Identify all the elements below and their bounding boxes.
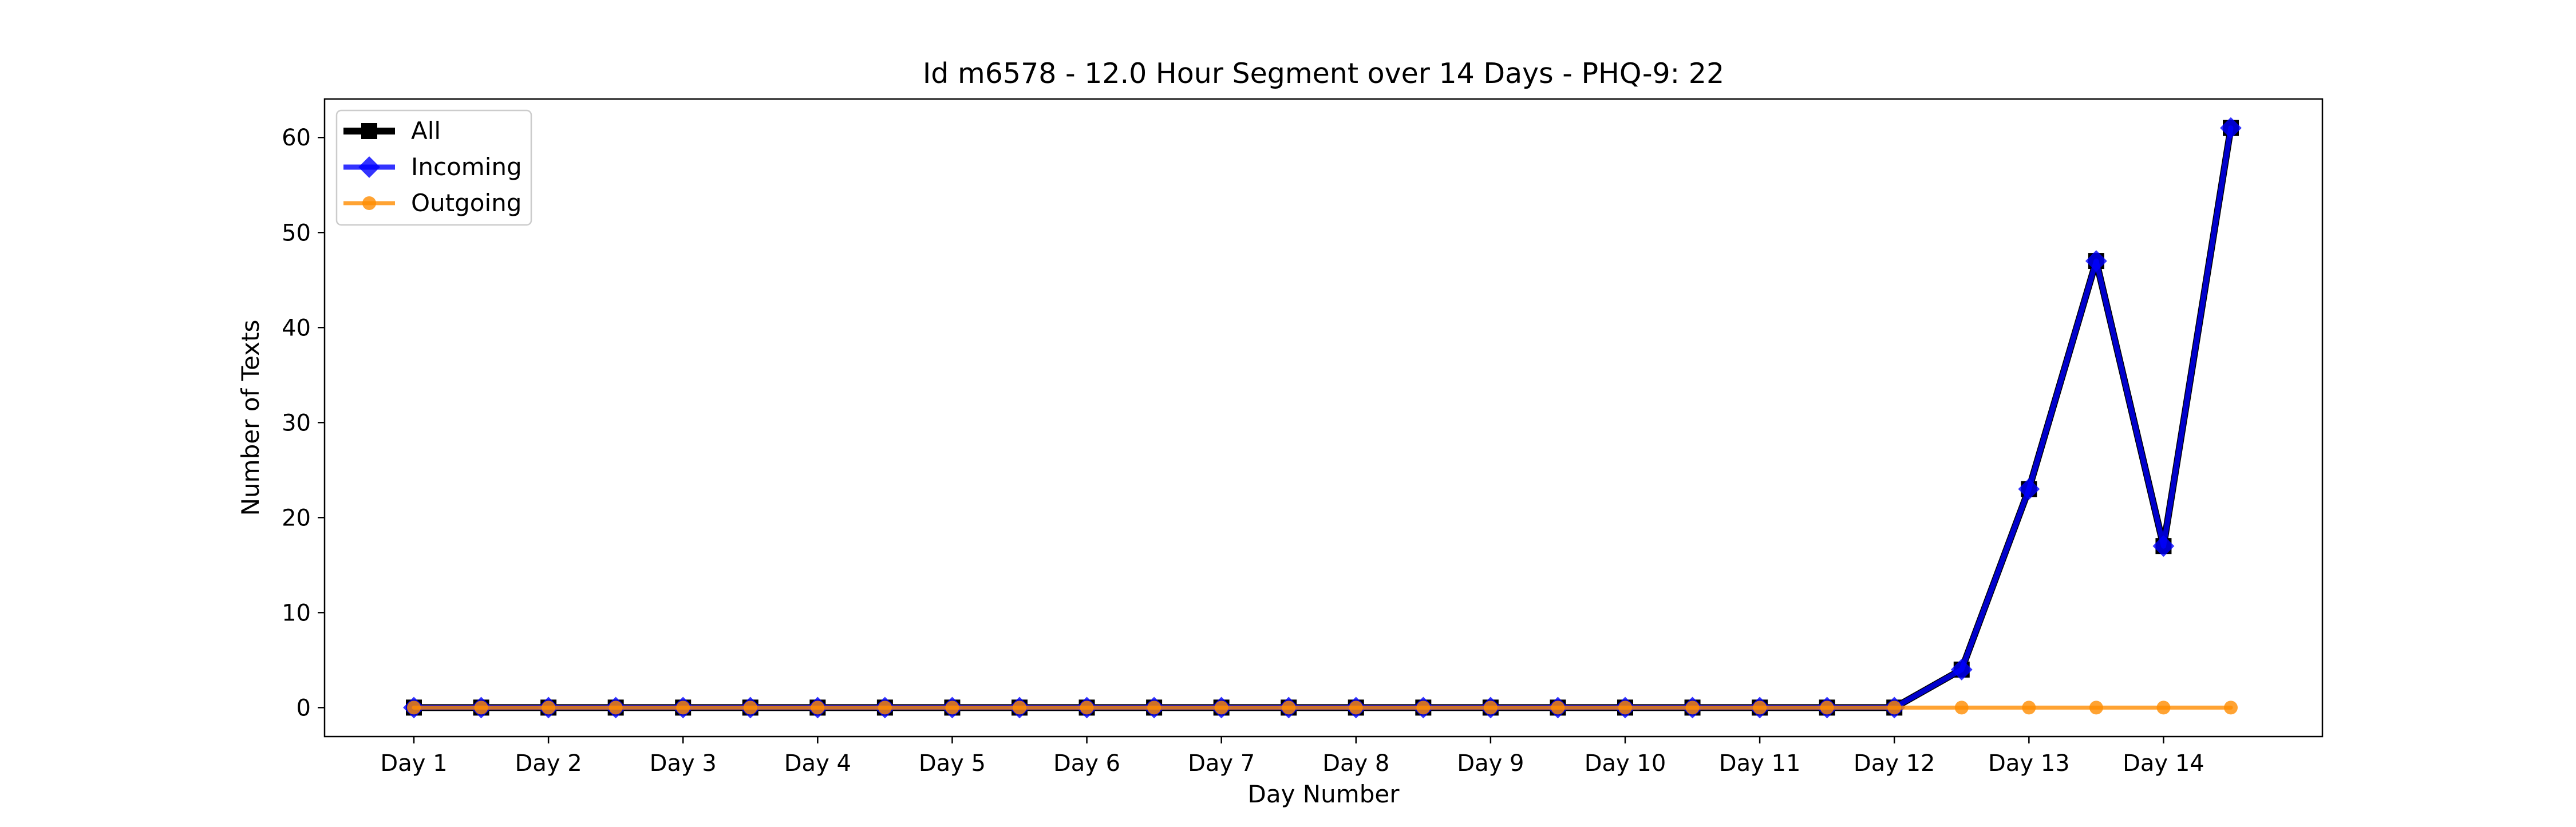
y-tick-label: 20: [282, 505, 311, 531]
data-point-outgoing: [542, 701, 556, 715]
x-tick-label: Day 10: [1585, 750, 1666, 777]
y-tick-label: 10: [282, 600, 311, 626]
data-point-outgoing: [1685, 701, 1700, 715]
data-point-outgoing: [945, 701, 959, 715]
x-tick-label: Day 4: [784, 750, 851, 777]
data-point-outgoing: [1416, 701, 1431, 715]
legend-marker-incoming: [358, 156, 380, 178]
legend: All Incoming Outgoing: [335, 109, 532, 226]
x-tick-label: Day 9: [1457, 750, 1524, 777]
y-tick-label: 0: [297, 695, 311, 721]
x-tick-label: Day 6: [1053, 750, 1120, 777]
series-layer: [403, 117, 2242, 719]
data-point-incoming: [2220, 117, 2242, 139]
x-tick-label: Day 3: [650, 750, 717, 777]
data-point-outgoing: [1820, 701, 1834, 715]
data-point-outgoing: [407, 701, 421, 715]
data-point-outgoing: [1551, 701, 1565, 715]
data-point-incoming: [2152, 535, 2175, 557]
data-point-outgoing: [474, 701, 488, 715]
y-tick-label: 40: [282, 315, 311, 341]
data-point-outgoing: [1954, 701, 1969, 715]
legend-label-incoming: Incoming: [411, 153, 522, 181]
data-point-outgoing: [1147, 701, 1161, 715]
data-point-outgoing: [2224, 701, 2238, 715]
data-point-outgoing: [2022, 701, 2036, 715]
data-point-outgoing: [1887, 701, 1902, 715]
y-tick-label: 50: [282, 220, 311, 246]
data-point-outgoing: [2156, 701, 2171, 715]
data-point-outgoing: [1080, 701, 1094, 715]
x-tick-label: Day 7: [1188, 750, 1255, 777]
chart-title: Id m6578 - 12.0 Hour Segment over 14 Day…: [923, 57, 1724, 90]
x-tick-label: Day 14: [2123, 750, 2204, 777]
x-tick-label: Day 13: [1988, 750, 2070, 777]
data-point-outgoing: [609, 701, 623, 715]
data-point-outgoing: [743, 701, 757, 715]
legend-box: [335, 109, 532, 226]
legend-label-outgoing: Outgoing: [411, 189, 521, 217]
data-point-outgoing: [1349, 701, 1363, 715]
data-point-outgoing: [2089, 701, 2103, 715]
legend-marker-all: [361, 123, 377, 139]
data-point-outgoing: [676, 701, 690, 715]
data-point-outgoing: [1483, 701, 1498, 715]
plot-frame: [323, 98, 2324, 738]
data-point-outgoing: [878, 701, 892, 715]
data-point-outgoing: [1753, 701, 1767, 715]
data-point-incoming: [2085, 250, 2107, 272]
data-point-outgoing: [1214, 701, 1228, 715]
x-axis-label: Day Number: [1247, 780, 1400, 808]
legend-label-all: All: [411, 117, 441, 145]
x-tick-label: Day 11: [1719, 750, 1801, 777]
y-tick-label: 60: [282, 125, 311, 151]
data-point-incoming: [2018, 478, 2040, 500]
data-point-outgoing: [1618, 701, 1632, 715]
x-tick-label: Day 12: [1854, 750, 1935, 777]
data-point-outgoing: [1013, 701, 1026, 715]
x-tick-label: Day 5: [919, 750, 986, 777]
ticks-layer: Day 1 Day 2 Day 3 Day 4 Day 5 Day 6 Day 7 Day 8…: [282, 125, 2204, 777]
y-tick-label: 30: [282, 410, 311, 436]
x-tick-label: Day 8: [1322, 750, 1389, 777]
y-axis-label: Number of Texts: [236, 320, 264, 516]
legend-marker-outgoing: [362, 196, 376, 210]
data-point-outgoing: [1282, 701, 1296, 715]
x-tick-label: Day 1: [380, 750, 447, 777]
data-point-outgoing: [811, 701, 825, 715]
x-tick-label: Day 2: [515, 750, 582, 777]
series-outgoing: [407, 701, 2238, 715]
data-point-incoming: [1950, 659, 1973, 680]
